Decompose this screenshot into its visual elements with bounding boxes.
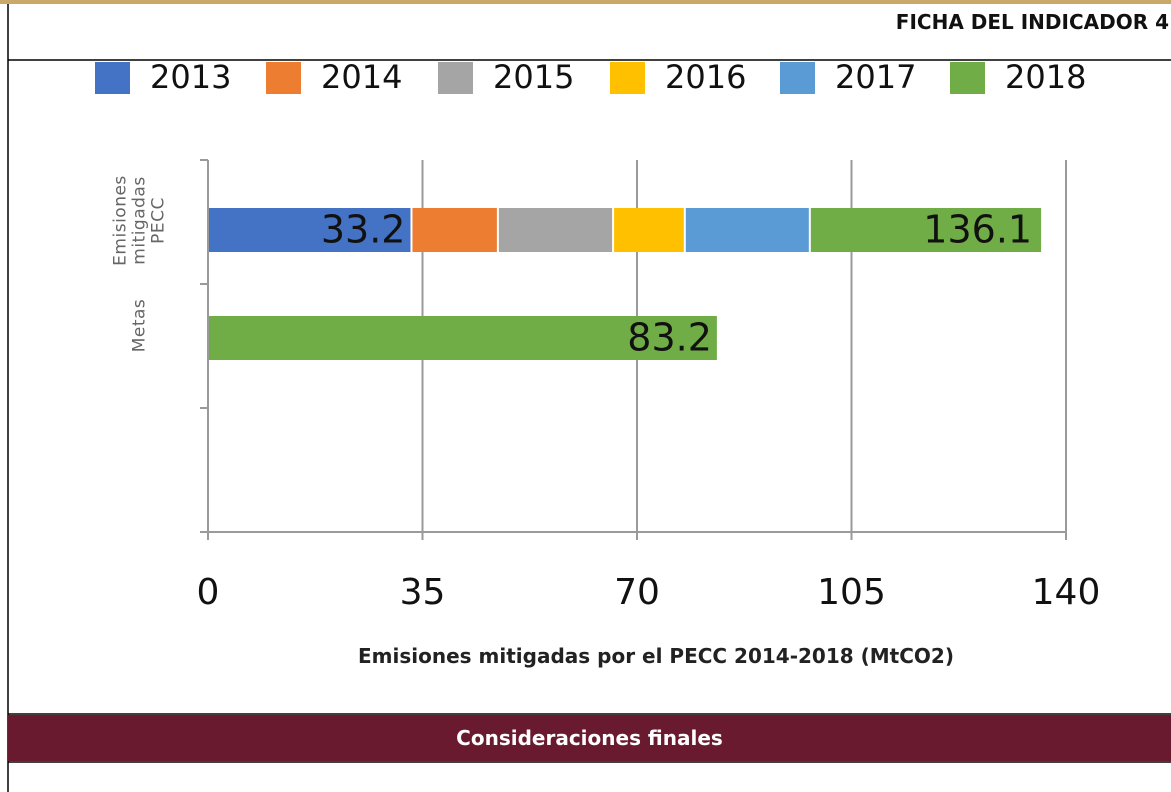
bar-segment: [498, 208, 613, 252]
data-label: 33.2: [321, 208, 406, 252]
legend-label: 2014: [321, 58, 402, 96]
legend-label: 2017: [835, 58, 916, 96]
x-tick-label: 35: [400, 572, 446, 613]
legend-label: 2018: [1005, 58, 1086, 96]
total-label: 136.1: [923, 208, 1032, 252]
x-tick-label: 105: [817, 572, 886, 613]
bar-segment: [685, 208, 809, 252]
x-axis-title: Emisiones mitigadas por el PECC 2014-201…: [358, 644, 954, 668]
legend-swatch: [610, 62, 645, 94]
section-title: Consideraciones finales: [8, 715, 1171, 761]
x-tick-label: 0: [197, 572, 220, 613]
legend-swatch: [95, 62, 130, 94]
y-tick-label: Metas: [129, 298, 150, 353]
bar-segment: [209, 208, 411, 252]
bar-segment: [810, 208, 1042, 252]
legend-label: 2016: [665, 58, 746, 96]
legend-label: 2013: [150, 58, 231, 96]
top-rule: [0, 0, 1171, 4]
data-label: 83.2: [627, 316, 712, 360]
x-tick-label: 70: [614, 572, 660, 613]
legend-swatch: [950, 62, 985, 94]
x-tick-label: 140: [1032, 572, 1101, 613]
bar-segment: [614, 208, 684, 252]
header-title: FICHA DEL INDICADOR 4: [895, 10, 1169, 34]
bar-segment: [209, 316, 717, 360]
legend-swatch: [780, 62, 815, 94]
legend-label: 2015: [493, 58, 574, 96]
bar-segment: [412, 208, 497, 252]
legend-swatch: [266, 62, 301, 94]
legend-swatch: [438, 62, 473, 94]
